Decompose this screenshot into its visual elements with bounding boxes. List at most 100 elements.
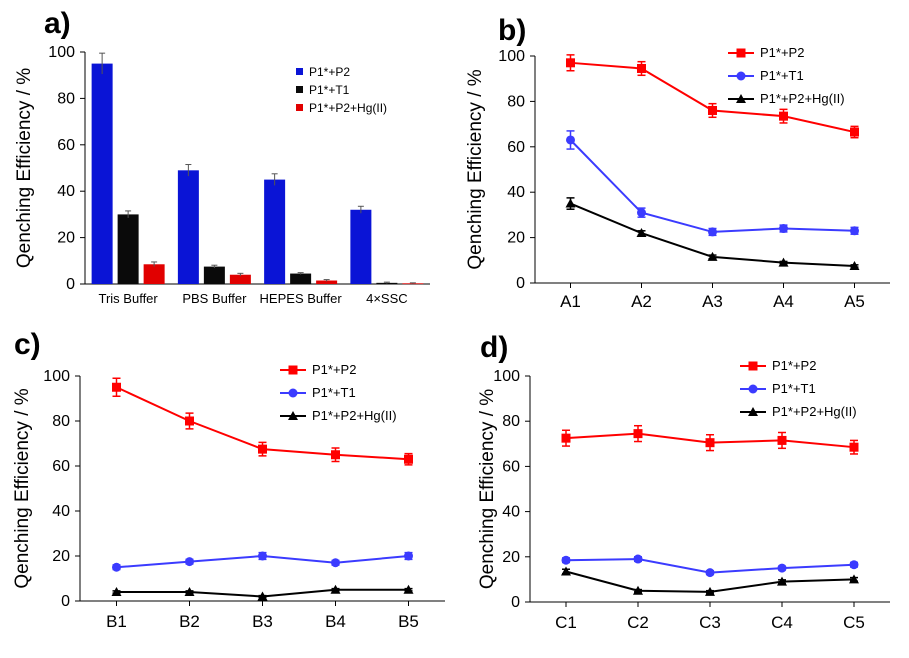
bar-p1-t1-tris-buffer [117, 214, 139, 284]
x-tick-label: A1 [560, 292, 581, 311]
data-point-p1-t1-b4 [331, 558, 340, 568]
data-point-p1-p2-hg-ii-c2 [633, 585, 643, 595]
data-point-p1-p2-a4 [779, 111, 788, 121]
data-point-p1-p2-hg-ii-a5 [849, 260, 860, 270]
y-tick-label: 40 [52, 503, 70, 520]
data-point-p1-t1-a5 [850, 226, 859, 236]
x-tick-label: B4 [325, 612, 346, 631]
data-point-p1-p2-hg-ii-a4 [778, 257, 789, 267]
data-point-p1-p2-hg-ii-a3 [707, 251, 718, 261]
legend-marker-p1-t1 [748, 384, 758, 394]
y-tick-label: 80 [502, 413, 520, 430]
data-point-p1-p2-c2 [633, 429, 643, 439]
legend-marker-p1-p2 [748, 361, 758, 371]
legend-marker-p1-t1 [288, 388, 298, 398]
bar-p1-p2-pbs-buffer [177, 170, 199, 284]
data-point-p1-p2-hg-ii-c3 [705, 586, 715, 596]
y-tick-label: 40 [57, 183, 75, 200]
data-point-p1-t1-c1 [561, 555, 571, 565]
panel-a: a) 0 20 40 60 80 100 Qenching Efficiency / % Tr… [14, 7, 430, 306]
legend-marker-p1-p2-hg-ii [288, 411, 298, 420]
data-point-p1-p2-hg-ii-c5 [849, 574, 859, 584]
y-tick-label: 100 [43, 368, 70, 385]
legend-swatch-p1-t1 [296, 86, 303, 93]
y-tick-label: 0 [511, 594, 520, 611]
y-axis-label: Qenching Efficiency / % [14, 68, 35, 268]
x-tick-label: A2 [631, 292, 652, 311]
y-tick-label: 20 [57, 230, 75, 247]
y-axis-label: Qenching Efficiency / % [12, 388, 33, 588]
data-point-p1-t1-c2 [633, 554, 643, 564]
data-point-p1-p2-c3 [705, 438, 715, 448]
legend-swatch-p1-p2-hg-ii [296, 104, 303, 111]
y-tick-label: 60 [57, 137, 75, 154]
data-point-p1-t1-c3 [705, 568, 715, 578]
panel-label-d: d) [480, 331, 508, 364]
data-point-p1-p2-a2 [637, 63, 646, 73]
x-tick-label: C5 [843, 613, 865, 632]
data-point-p1-t1-a1 [566, 135, 575, 145]
data-point-p1-t1-b2 [185, 557, 194, 567]
x-tick-label: A4 [773, 292, 794, 311]
y-tick-label: 20 [52, 548, 70, 565]
data-point-p1-p2-b3 [258, 444, 267, 454]
legend-label-p1-p2: P1*+P2 [309, 65, 350, 79]
bar-p1-p2-hg-ii-tris-buffer [143, 264, 165, 284]
panel-c: c) 0 20 40 60 80 100 Qenching Efficiency / % B1… [12, 328, 445, 631]
x-tick-label: C2 [627, 613, 649, 632]
bar-p1-p2-hg-ii-hepes-buffer [316, 280, 338, 284]
data-point-p1-p2-b4 [331, 450, 340, 460]
y-tick-label: 100 [493, 368, 520, 385]
x-tick-label: A3 [702, 292, 723, 311]
y-axis-label: Qenching Efficiency / % [477, 389, 498, 589]
legend-label-p1-p2: P1*+P2 [760, 45, 804, 60]
series-line-p1-t1 [569, 139, 855, 233]
data-point-p1-p2-c5 [849, 442, 859, 452]
bar-p1-t1-pbs-buffer [203, 266, 225, 284]
data-point-p1-p2-hg-ii-c4 [777, 576, 787, 586]
panel-label-b: b) [498, 14, 526, 47]
y-tick-label: 20 [502, 549, 520, 566]
bar-p1-p2-tris-buffer [91, 63, 113, 284]
data-point-p1-p2-c1 [561, 433, 571, 443]
data-point-p1-p2-c4 [777, 435, 787, 445]
data-point-p1-t1-a3 [708, 227, 717, 237]
data-point-p1-t1-b1 [112, 562, 121, 572]
legend-marker-p1-p2-hg-ii [748, 407, 758, 416]
y-tick-label: 0 [66, 276, 75, 293]
legend-label-p1-p2: P1*+P2 [312, 362, 356, 377]
data-point-p1-p2-a5 [850, 127, 859, 137]
legend-label-p1-t1: P1*+T1 [309, 83, 350, 97]
legend-label-p1-p2-hg-ii: P1*+P2+Hg(II) [760, 91, 845, 106]
x-tick-label: 4×SSC [366, 291, 408, 306]
data-point-p1-t1-a2 [637, 208, 646, 218]
legend-label-p1-t1: P1*+T1 [760, 68, 804, 83]
data-point-p1-t1-c4 [777, 563, 787, 573]
y-tick-label: 80 [507, 93, 525, 110]
data-point-p1-p2-hg-ii-b1 [111, 587, 122, 596]
data-point-p1-p2-hg-ii-b4 [330, 584, 341, 594]
x-tick-label: Tris Buffer [99, 291, 159, 306]
y-tick-label: 60 [52, 458, 70, 475]
legend-label-p1-t1: P1*+T1 [312, 385, 356, 400]
y-tick-label: 100 [48, 44, 75, 61]
legend-label-p1-p2-hg-ii: P1*+P2+Hg(II) [309, 101, 387, 115]
data-point-p1-p2-b2 [185, 416, 194, 426]
data-point-p1-p2-b5 [404, 454, 413, 464]
legend-swatch-p1-p2 [296, 68, 303, 75]
legend-label-p1-p2-hg-ii: P1*+P2+Hg(II) [772, 404, 857, 419]
data-point-p1-t1-b3 [258, 551, 267, 561]
data-point-p1-p2-hg-ii-c1 [561, 566, 571, 576]
legend-marker-p1-p2-hg-ii [736, 94, 746, 103]
panel-label-a: a) [44, 7, 71, 40]
legend-marker-p1-p2 [736, 48, 746, 58]
bar-p1-t1-hepes-buffer [290, 273, 312, 284]
panel-b: b) 0 20 40 60 80 100 Qenching Efficiency / % A1… [465, 14, 890, 311]
legend-marker-p1-p2 [288, 365, 298, 375]
y-tick-label: 80 [57, 90, 75, 107]
x-tick-label: C4 [771, 613, 793, 632]
x-tick-label: C3 [699, 613, 721, 632]
x-tick-label: C1 [555, 613, 577, 632]
bar-p1-p2-hepes-buffer [264, 179, 286, 284]
